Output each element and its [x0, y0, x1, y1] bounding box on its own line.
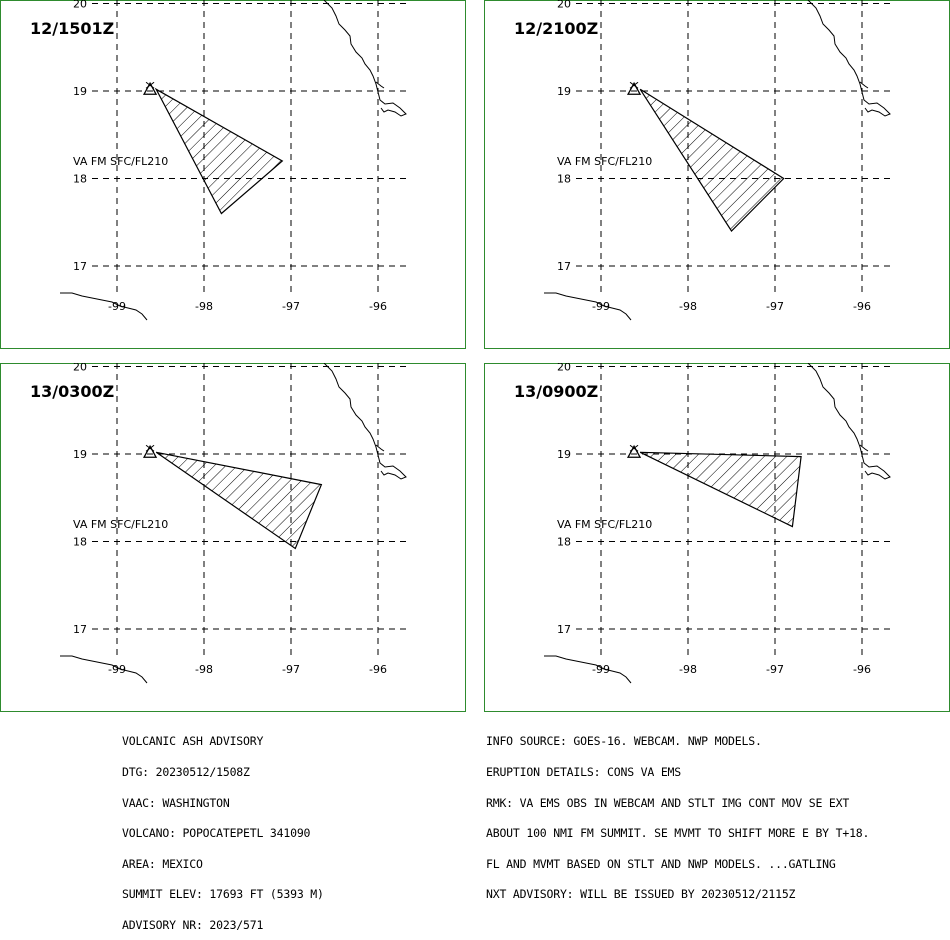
- lat-label: 19: [557, 448, 571, 461]
- lon-label: -98: [679, 300, 697, 313]
- map-svg: 20 19 18 17 -99 -98 -97 -96 13/0300Z VA FM SFC/FL…: [0, 363, 466, 712]
- lon-label: -96: [853, 663, 871, 676]
- lat-label: 18: [73, 173, 87, 186]
- lat-label: 20: [557, 0, 571, 11]
- lat-label: 17: [73, 260, 87, 273]
- lon-label: -96: [369, 663, 387, 676]
- advisory-remark-2: ABOUT 100 NMI FM SUMMIT. SE MVMT TO SHIF…: [486, 826, 870, 841]
- lon-label: -99: [108, 663, 126, 676]
- coastline-pacific: [544, 655, 632, 684]
- lon-label: -97: [766, 663, 784, 676]
- lon-label: -96: [853, 300, 871, 313]
- map-panel-3: 20 19 18 17 -99 -98 -97 -96 13/0300Z VA FM SFC/FL…: [0, 363, 466, 712]
- lat-label: 18: [557, 173, 571, 186]
- volcano-triangle-icon: [142, 81, 158, 95]
- map-panel-1: 20 19 18 17 -99 -98 -97 -96 12/1501Z VA FM SFC/FL…: [0, 0, 466, 349]
- lon-label: -99: [108, 300, 126, 313]
- advisory-header-left: VOLCANIC ASH ADVISORY DTG: 20230512/1508…: [122, 716, 324, 940]
- lon-label: -98: [679, 663, 697, 676]
- coastline-gulf: [323, 363, 407, 480]
- lon-label: -97: [766, 300, 784, 313]
- lon-label: -97: [282, 663, 300, 676]
- advisory-volcano: VOLCANO: POPOCATEPETL 341090: [122, 826, 311, 841]
- panel-frame: [484, 363, 950, 712]
- advisory-summit-elev: SUMMIT ELEV: 17693 FT (5393 M): [122, 887, 324, 902]
- advisory-title: VOLCANIC ASH ADVISORY: [122, 734, 264, 749]
- lat-label: 20: [73, 0, 87, 11]
- advisory-number: ADVISORY NR: 2023/571: [122, 917, 264, 932]
- coastline-pacific: [60, 655, 148, 684]
- lat-label: 18: [557, 536, 571, 549]
- advisory-eruption-details: ERUPTION DETAILS: CONS VA EMS: [486, 765, 681, 779]
- coastline-gulf: [807, 0, 891, 117]
- lat-label: 19: [557, 85, 571, 98]
- time-label: 13/0300Z: [30, 382, 114, 401]
- map-svg: 20 19 18 17 -99 -98 -97 -96 13/0900Z VA FM SFC/FL…: [484, 363, 950, 712]
- coastline-gulf: [859, 444, 869, 452]
- lat-label: 19: [73, 85, 87, 98]
- ash-cloud-polygon: [639, 451, 802, 528]
- advisory-vaac: VAAC: WASHINGTON: [122, 795, 230, 810]
- lon-label: -99: [592, 663, 610, 676]
- lat-label: 17: [557, 623, 571, 636]
- advisory-details-right: INFO SOURCE: GOES-16. WEBCAM. NWP MODELS…: [486, 716, 869, 910]
- time-label: 13/0900Z: [514, 382, 598, 401]
- lon-label: -99: [592, 300, 610, 313]
- coastline-pacific: [544, 292, 632, 321]
- lon-label: -98: [195, 300, 213, 313]
- lon-label: -98: [195, 663, 213, 676]
- advisory-next: NXT ADVISORY: WILL BE ISSUED BY 20230512…: [486, 887, 796, 902]
- map-svg: 20 19 18 17 -99 -98 -97 -96 12/2100Z VA FM SFC/FL…: [484, 0, 950, 349]
- lon-label: -97: [282, 300, 300, 313]
- panel-frame: [0, 363, 466, 712]
- map-svg: 20 19 18 17 -99 -98 -97 -96 12/1501Z VA FM SFC/FL…: [0, 0, 466, 349]
- coastline-gulf: [807, 363, 891, 480]
- lat-label: 17: [557, 260, 571, 273]
- map-panel-2: 20 19 18 17 -99 -98 -97 -96 12/2100Z VA FM SFC/FL…: [484, 0, 950, 349]
- volcano-triangle-icon: [142, 444, 158, 458]
- lat-label: 20: [73, 363, 87, 374]
- altitude-label: VA FM SFC/FL210: [557, 518, 652, 531]
- advisory-remark-3: FL AND MVMT BASED ON STLT AND NWP MODELS…: [486, 856, 836, 871]
- advisory-area: AREA: MEXICO: [122, 856, 203, 871]
- advisory-info-source: INFO SOURCE: GOES-16. WEBCAM. NWP MODELS…: [486, 734, 762, 749]
- coastline-gulf: [375, 444, 385, 452]
- coastline-gulf: [323, 0, 407, 117]
- ash-cloud-polygon: [639, 88, 785, 232]
- altitude-label: VA FM SFC/FL210: [73, 518, 168, 531]
- lat-label: 19: [73, 448, 87, 461]
- coastline-gulf: [859, 81, 869, 89]
- altitude-label: VA FM SFC/FL210: [73, 155, 168, 168]
- map-panel-4: 20 19 18 17 -99 -98 -97 -96 13/0900Z VA FM SFC/FL…: [484, 363, 950, 712]
- time-label: 12/2100Z: [514, 19, 598, 38]
- coastline-gulf: [375, 81, 385, 89]
- advisory-remark-1: RMK: VA EMS OBS IN WEBCAM AND STLT IMG C…: [486, 795, 850, 810]
- advisory-dtg: DTG: 20230512/1508Z: [122, 765, 250, 779]
- time-label: 12/1501Z: [30, 19, 114, 38]
- lat-label: 20: [557, 363, 571, 374]
- ash-cloud-polygon: [154, 87, 284, 215]
- lon-label: -96: [369, 300, 387, 313]
- volcano-triangle-icon: [626, 81, 642, 95]
- ash-cloud-polygon: [155, 451, 323, 550]
- volcano-triangle-icon: [626, 444, 642, 458]
- altitude-label: VA FM SFC/FL210: [557, 155, 652, 168]
- lat-label: 17: [73, 623, 87, 636]
- coastline-pacific: [60, 292, 148, 321]
- lat-label: 18: [73, 536, 87, 549]
